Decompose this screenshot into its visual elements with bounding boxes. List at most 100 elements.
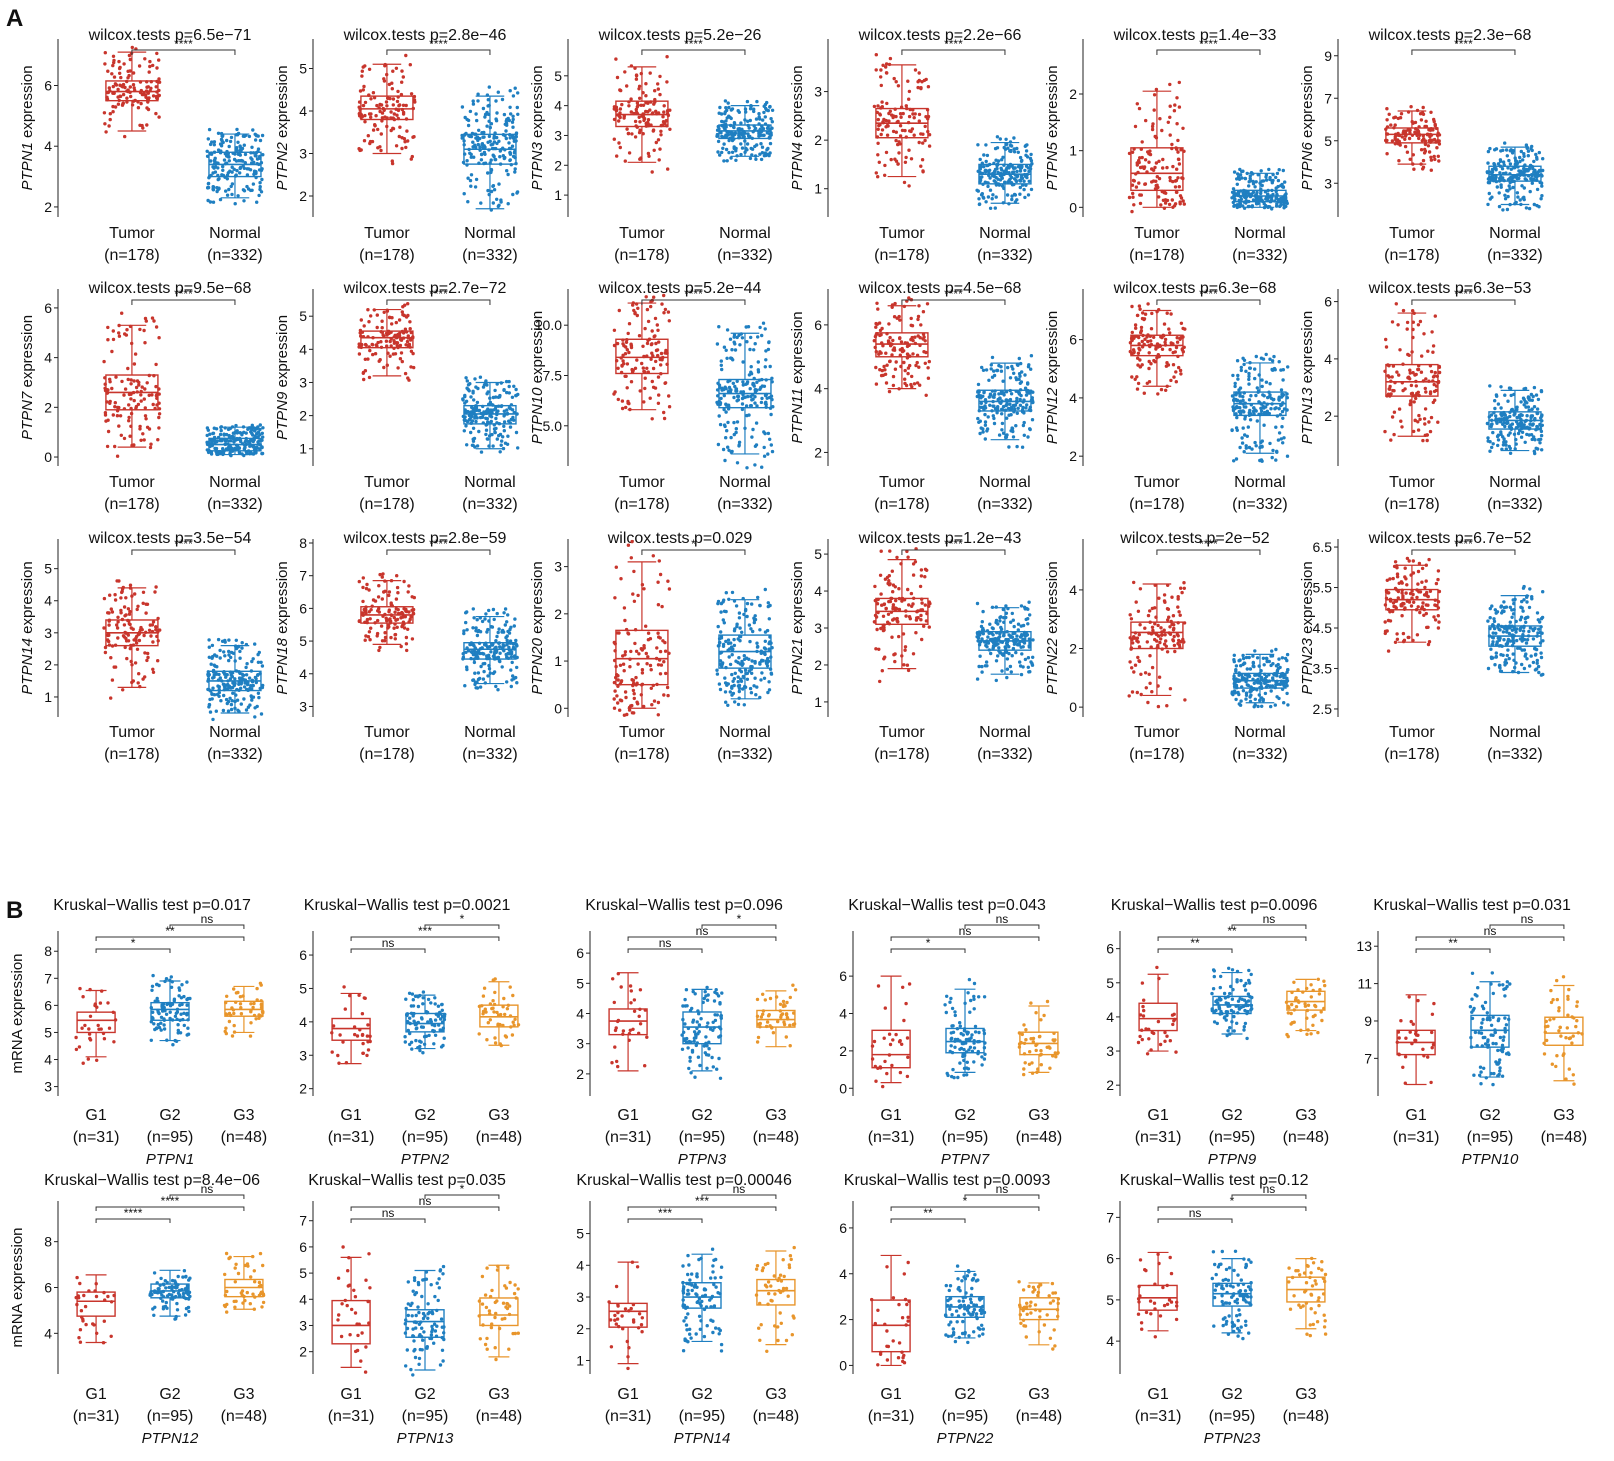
y-tick-label: 4	[1069, 390, 1077, 406]
data-point	[722, 393, 726, 398]
data-point	[137, 638, 142, 643]
data-point	[240, 146, 245, 151]
data-point	[753, 126, 758, 131]
data-point	[904, 155, 908, 160]
data-point	[1171, 363, 1176, 367]
data-point	[1247, 377, 1251, 382]
x-category-count: (n=332)	[207, 746, 263, 763]
y-axis-label-suffix: expression	[1299, 311, 1316, 388]
x-category-count: (n=332)	[207, 496, 263, 513]
x-category-name: Tumor	[879, 474, 925, 491]
data-point	[488, 125, 492, 130]
data-point	[1281, 378, 1285, 382]
data-point	[402, 579, 406, 584]
data-point	[139, 101, 143, 106]
data-point	[492, 140, 497, 144]
data-point	[227, 439, 231, 443]
data-point	[135, 390, 139, 394]
data-point	[218, 648, 222, 653]
data-point	[766, 347, 771, 352]
data-point	[617, 119, 621, 123]
data-point	[404, 117, 409, 121]
data-point	[615, 359, 619, 363]
data-point	[138, 427, 142, 431]
data-point	[371, 336, 375, 340]
data-point	[1401, 308, 1406, 313]
data-point	[1155, 356, 1159, 360]
data-point	[478, 148, 482, 152]
data-point	[1175, 190, 1179, 194]
box-group	[1384, 105, 1442, 172]
data-point	[1437, 159, 1441, 163]
data-point	[1411, 371, 1415, 375]
data-point	[367, 320, 371, 324]
data-point	[468, 410, 473, 414]
data-point	[406, 590, 410, 594]
data-point	[737, 444, 741, 448]
data-point	[502, 409, 506, 413]
data-point	[509, 668, 513, 672]
data-point	[221, 708, 226, 713]
data-point	[899, 364, 903, 369]
data-point	[410, 608, 414, 612]
data-point	[1240, 169, 1244, 174]
data-point	[656, 111, 661, 115]
data-point	[388, 96, 392, 101]
data-point	[1149, 339, 1153, 343]
data-point	[755, 380, 759, 384]
data-point	[725, 429, 729, 433]
data-point	[1535, 425, 1540, 429]
data-point	[508, 133, 512, 137]
data-point	[1508, 431, 1512, 435]
data-point	[253, 675, 258, 680]
data-point	[499, 200, 503, 204]
x-category-name: Tumor	[1389, 474, 1435, 491]
data-point	[1403, 137, 1407, 141]
data-point	[1499, 406, 1503, 410]
data-point	[873, 345, 877, 350]
data-point	[735, 154, 739, 158]
data-point	[373, 621, 377, 625]
data-point	[505, 169, 509, 173]
data-point	[636, 306, 640, 310]
data-point	[1497, 191, 1501, 195]
data-point	[223, 442, 228, 446]
data-point	[228, 677, 233, 681]
data-point	[760, 396, 764, 401]
data-point	[1140, 339, 1145, 344]
data-point	[1012, 170, 1016, 174]
data-point	[257, 193, 261, 198]
data-point	[726, 132, 731, 137]
data-point	[505, 390, 509, 395]
data-point	[1130, 375, 1134, 379]
data-point	[1499, 175, 1503, 179]
data-point	[123, 645, 127, 650]
data-point	[1137, 181, 1141, 185]
x-category-name: Tumor	[364, 724, 410, 741]
data-point	[1173, 185, 1178, 189]
data-point	[209, 689, 213, 693]
data-point	[766, 452, 770, 456]
data-point	[1026, 381, 1030, 385]
data-point	[622, 362, 626, 366]
data-point	[1496, 162, 1501, 166]
data-point	[1396, 323, 1400, 327]
data-point	[1507, 386, 1512, 390]
data-point	[768, 437, 772, 441]
data-point	[1540, 174, 1544, 178]
data-point	[1153, 360, 1157, 364]
data-point	[1176, 150, 1180, 154]
data-point	[405, 339, 410, 344]
data-point	[980, 365, 984, 370]
data-point	[725, 328, 730, 332]
data-point	[1274, 406, 1278, 410]
data-point	[250, 659, 254, 664]
data-point	[719, 363, 723, 367]
data-point	[491, 444, 495, 448]
data-point	[655, 348, 660, 352]
data-point	[1153, 134, 1157, 139]
data-point	[215, 452, 219, 457]
data-point	[1423, 124, 1427, 129]
data-point	[409, 338, 413, 342]
data-point	[481, 145, 485, 149]
